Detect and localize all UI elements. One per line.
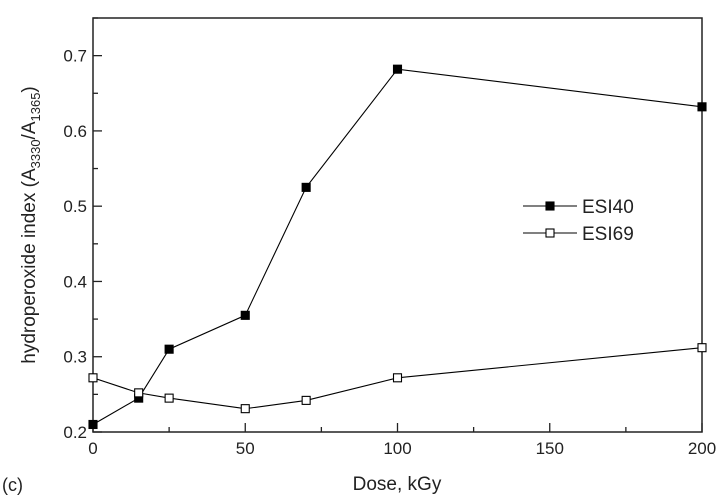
data-point-esi69: [392, 373, 403, 383]
data-point-esi40: [240, 310, 250, 320]
legend-marker: [545, 228, 555, 238]
y-tick-label: 0.7: [63, 47, 87, 66]
data-point-esi69: [134, 388, 144, 398]
data-point-esi69: [88, 373, 98, 383]
data-point-esi40: [164, 344, 174, 354]
y-axis-title: hydroperoxide index (A3330/A1365): [19, 86, 43, 364]
data-point-esi40: [88, 419, 98, 430]
series-line-esi40: [92, 68, 703, 425]
x-tick-label: 100: [383, 439, 411, 458]
data-point-esi40: [392, 64, 403, 74]
legend: ESI40 ESI69: [523, 197, 634, 245]
x-axis: 0 50 100 150 200: [88, 423, 716, 458]
y-tick-label: 0.2: [63, 423, 87, 442]
data-point-esi40: [697, 102, 707, 112]
data-point-esi40: [301, 182, 311, 192]
y-tick-label: 0.5: [63, 197, 87, 216]
x-tick-label: 50: [236, 439, 255, 458]
data-point-esi69: [164, 393, 174, 403]
x-tick-label: 150: [536, 439, 564, 458]
panel-label: (c): [2, 475, 23, 495]
y-tick-label: 0.4: [63, 272, 87, 291]
data-point-esi69: [240, 404, 250, 414]
data-point-esi69: [697, 343, 707, 353]
y-tick-label: 0.6: [63, 122, 87, 141]
data-point-esi69: [301, 395, 311, 405]
series-layer: [88, 64, 707, 430]
legend-marker: [545, 201, 555, 211]
y-tick-label: 0.3: [63, 348, 87, 367]
x-tick-label: 200: [688, 439, 716, 458]
y-axis: 0.2 0.3 0.4 0.5 0.6 0.7: [63, 17, 102, 442]
legend-label: ESI40: [582, 197, 634, 218]
x-tick-label: 0: [88, 439, 97, 458]
legend-label: ESI69: [582, 224, 634, 245]
x-axis-title: Dose, kGy: [353, 474, 442, 495]
